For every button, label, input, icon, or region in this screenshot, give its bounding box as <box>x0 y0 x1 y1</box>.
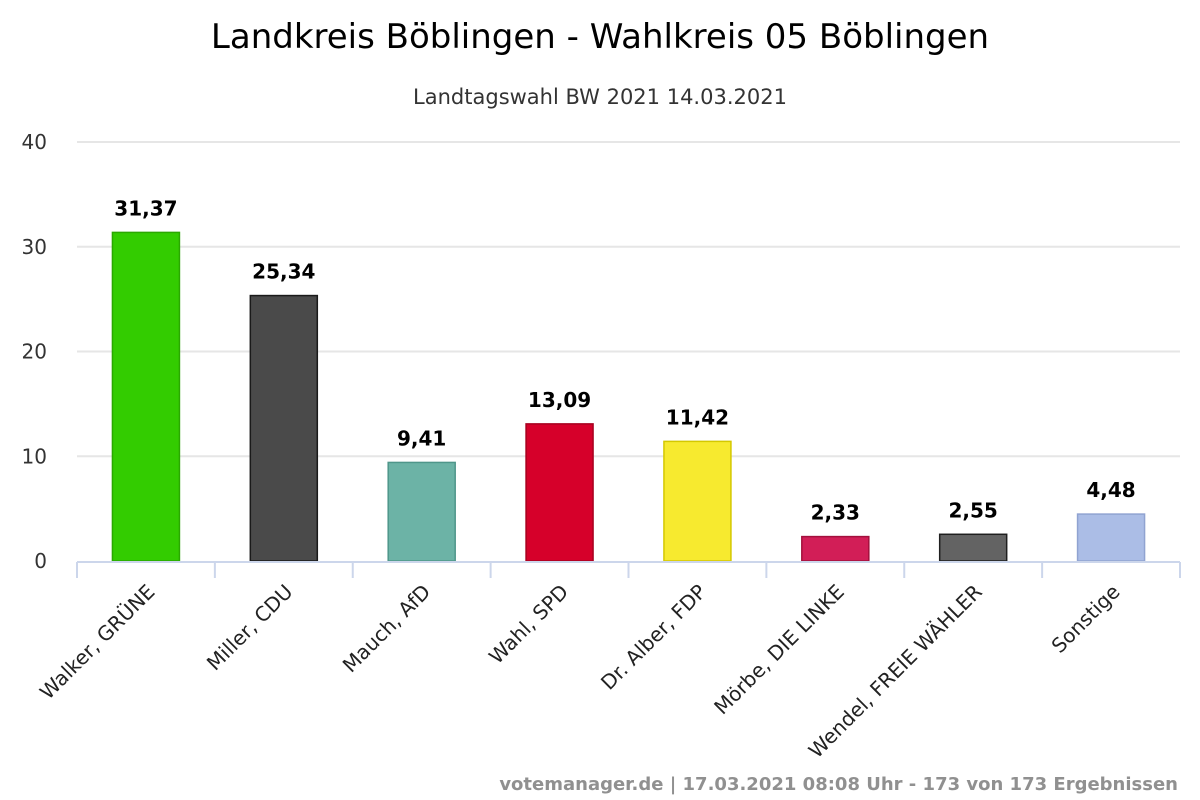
data-label: 25,34 <box>252 260 315 284</box>
bar[interactable] <box>111 231 181 562</box>
bar[interactable] <box>801 535 870 562</box>
bar[interactable] <box>1076 513 1146 562</box>
data-label: 4,48 <box>1086 478 1135 502</box>
bar[interactable] <box>663 440 732 562</box>
x-tick-label: Wahl, SPD <box>484 580 573 669</box>
y-axis-ticks: 0 10 20 30 40 <box>22 130 47 573</box>
data-label: 11,42 <box>666 405 729 429</box>
credits-text[interactable]: votemanager.de | 17.03.2021 08:08 Uhr - … <box>499 774 1178 795</box>
data-label: 31,37 <box>114 196 177 220</box>
data-label: 2,33 <box>811 501 860 525</box>
bar[interactable] <box>387 461 456 562</box>
y-tick-label: 30 <box>22 235 47 259</box>
x-tick-label: Sonstige <box>1047 580 1125 658</box>
bar[interactable] <box>249 294 319 562</box>
data-label: 9,41 <box>397 426 446 450</box>
y-tick-label: 40 <box>22 130 47 154</box>
y-tick-label: 0 <box>34 549 47 573</box>
data-label: 13,09 <box>528 388 591 412</box>
chart-subtitle: Landtagswahl BW 2021 14.03.2021 <box>413 85 787 109</box>
y-tick-label: 20 <box>22 340 47 364</box>
x-tick-label: Dr. Alber, FDP <box>596 580 711 695</box>
x-tick-label: Miller, CDU <box>202 580 298 676</box>
x-tick-label: Mörbe, DIE LINKE <box>709 580 849 720</box>
chart-title: Landkreis Böblingen - Wahlkreis 05 Böbli… <box>211 17 989 57</box>
bar[interactable] <box>938 533 1008 562</box>
x-tick-label: Mauch, AfD <box>338 580 436 678</box>
x-tick-label: Walker, GRÜNE <box>35 580 159 704</box>
grid-lines <box>77 141 1180 458</box>
x-axis <box>76 561 1181 578</box>
data-label: 2,55 <box>949 498 998 522</box>
bar[interactable] <box>525 423 594 562</box>
x-axis-labels: Walker, GRÜNE Miller, CDU Mauch, AfD Wahl, … <box>35 580 1125 763</box>
data-labels: 31,37 25,34 9,41 13,09 11,42 2,33 2,55 4,48 <box>114 196 1135 524</box>
y-tick-label: 10 <box>22 444 47 468</box>
